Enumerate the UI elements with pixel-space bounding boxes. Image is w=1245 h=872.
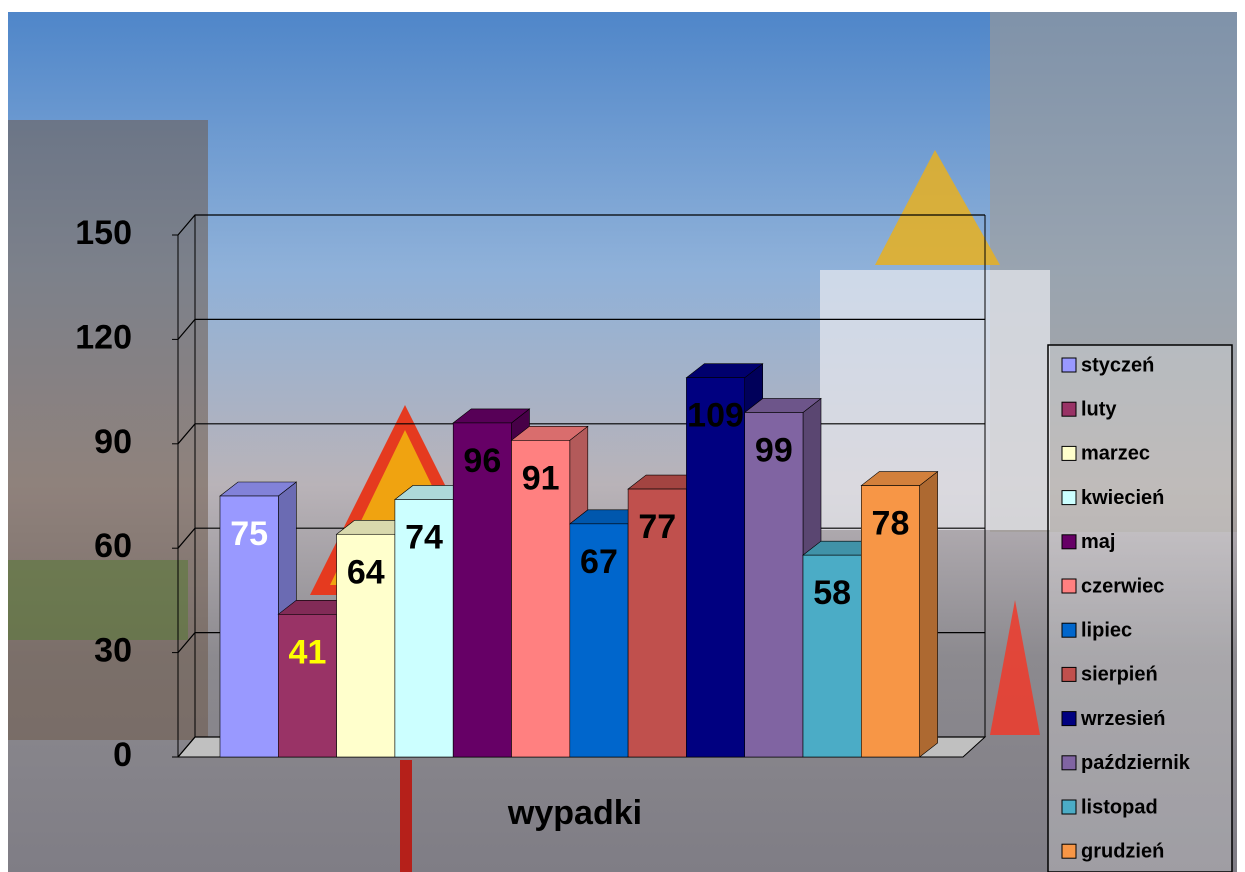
- bar-front: [860, 485, 920, 758]
- bars: 75 41 64 74 96 91 67 77 109 99 58 78: [219, 363, 939, 758]
- bar-front: [511, 440, 571, 758]
- legend-label: styczeń: [1081, 354, 1154, 376]
- data-label: 67: [580, 543, 618, 581]
- data-label: 41: [289, 633, 327, 671]
- legend-swatch: [1061, 401, 1077, 417]
- legend-label: sierpień: [1081, 664, 1158, 686]
- bar-front: [219, 495, 279, 758]
- bar-front: [277, 614, 337, 758]
- legend-box: [1047, 344, 1233, 872]
- legend: styczeń luty marzec kwiecień maj czerwiec lipi…: [1061, 354, 1191, 862]
- y-tick-label: 90: [94, 423, 132, 461]
- data-label: 77: [638, 508, 676, 546]
- y-tick-label: 30: [94, 632, 132, 670]
- data-label: 109: [687, 397, 744, 435]
- legend-swatch: [1061, 357, 1077, 373]
- y-tick-label: 60: [94, 527, 132, 565]
- legend-label: lipiec: [1081, 619, 1132, 641]
- bar-front: [336, 533, 396, 758]
- bar-front: [452, 422, 512, 758]
- y-tick-label: 120: [75, 318, 132, 356]
- legend-swatch: [1061, 666, 1077, 682]
- legend-swatch: [1061, 534, 1077, 550]
- grid-line: [177, 318, 985, 340]
- legend-swatch: [1061, 799, 1077, 815]
- y-tick-label: 150: [75, 214, 132, 252]
- legend-label: wrzesień: [1080, 708, 1165, 730]
- legend-swatch: [1061, 843, 1077, 859]
- bar-front: [627, 488, 687, 758]
- legend-swatch: [1061, 490, 1077, 506]
- data-label: 91: [522, 459, 560, 497]
- data-label: 75: [230, 515, 268, 553]
- y-tick-label: 0: [113, 736, 132, 774]
- bar-front: [569, 523, 629, 758]
- legend-label: marzec: [1081, 443, 1150, 465]
- legend-label: luty: [1081, 398, 1117, 420]
- legend-label: maj: [1081, 531, 1115, 553]
- legend-swatch: [1061, 445, 1077, 461]
- bar-side: [919, 470, 938, 758]
- legend-label: październik: [1081, 752, 1191, 774]
- grid-line: [177, 214, 985, 236]
- legend-label: grudzień: [1081, 840, 1164, 862]
- data-label: 64: [347, 553, 385, 591]
- legend-swatch: [1061, 622, 1077, 638]
- legend-label: listopad: [1081, 796, 1158, 818]
- bar-front: [686, 377, 746, 758]
- data-label: 74: [405, 518, 443, 556]
- data-label: 99: [755, 431, 793, 469]
- legend-swatch: [1061, 711, 1077, 727]
- legend-label: czerwiec: [1081, 575, 1164, 597]
- bar: [860, 470, 939, 758]
- legend-swatch: [1061, 578, 1077, 594]
- bar-front: [802, 554, 862, 758]
- data-label: 78: [872, 505, 910, 543]
- legend-swatch: [1061, 755, 1077, 771]
- data-label: 96: [463, 442, 501, 480]
- bar-front: [394, 499, 454, 758]
- data-label: 58: [813, 574, 851, 612]
- legend-label: kwiecień: [1081, 487, 1164, 509]
- category-label: wypadki: [507, 794, 642, 832]
